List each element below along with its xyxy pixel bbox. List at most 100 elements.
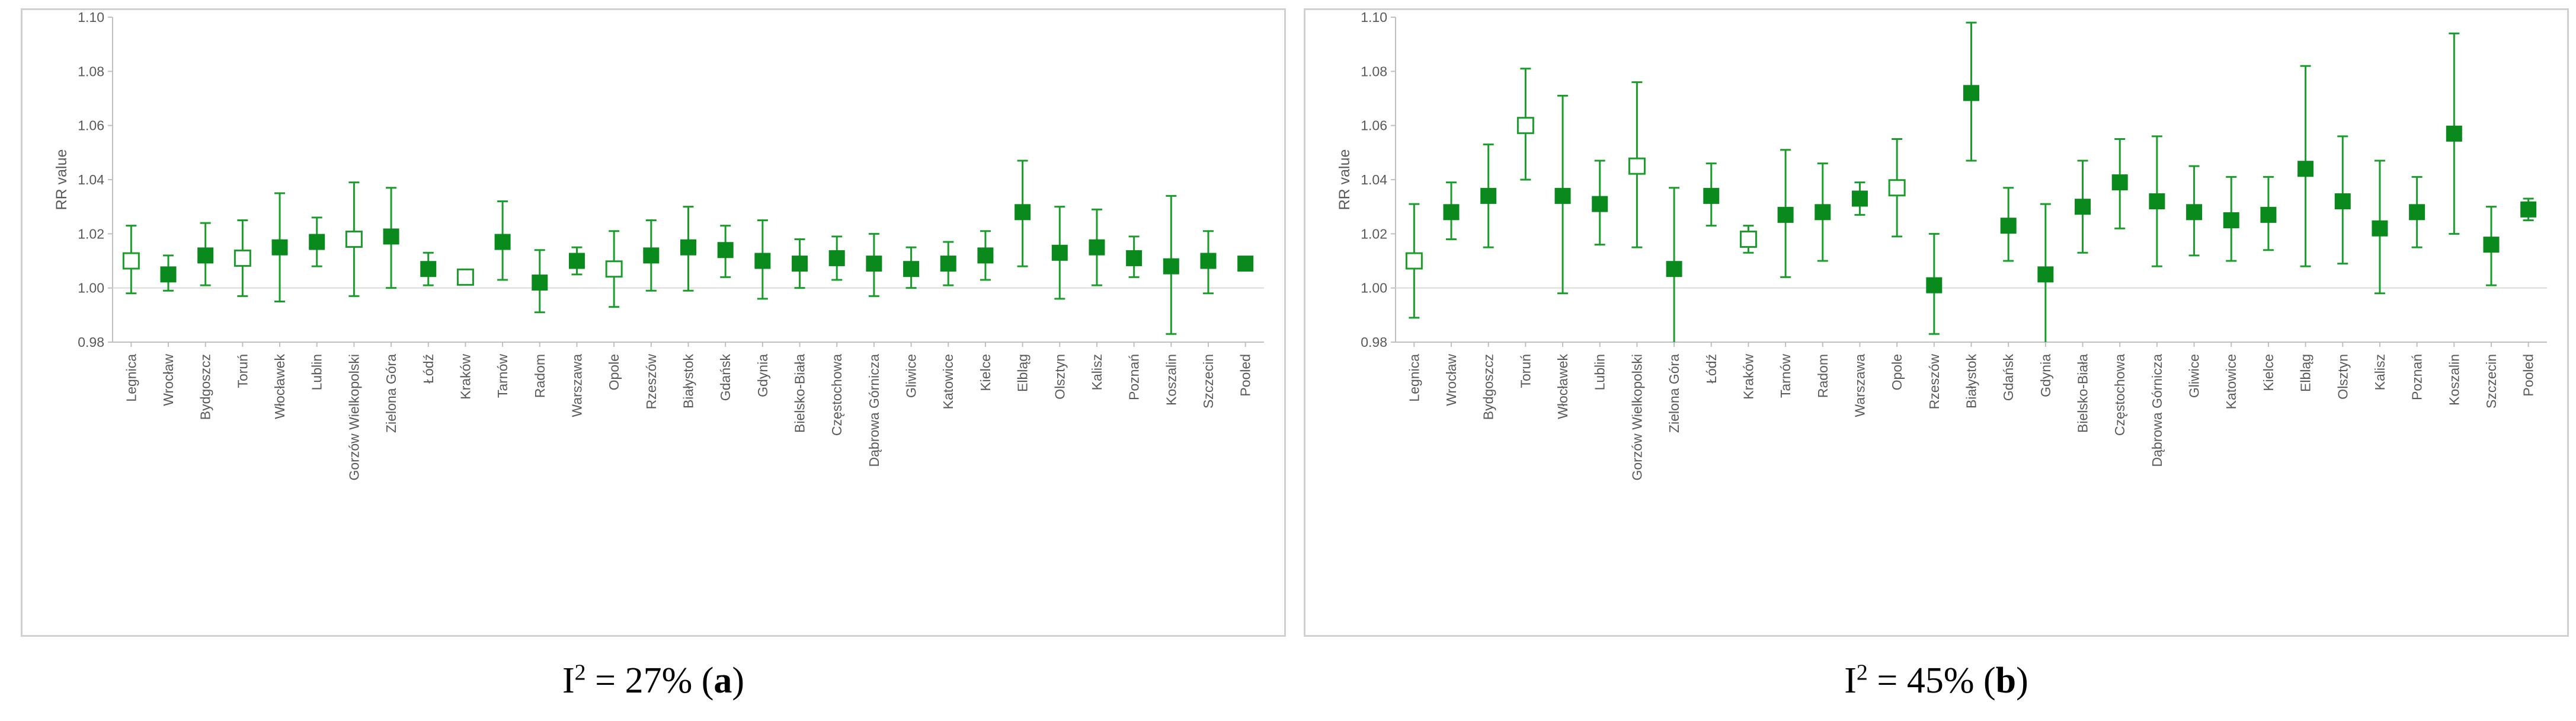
chart-b-x-tick-label: Koszalin	[2446, 354, 2462, 406]
chart-b-x-tick-label: Kielce	[2261, 354, 2276, 391]
chart-a-point-6	[309, 234, 325, 250]
chart-b-point-16	[1963, 85, 1979, 101]
chart-a-point-15	[643, 247, 660, 264]
chart-b-point-21	[2149, 193, 2165, 210]
chart-a-point-22	[903, 261, 920, 277]
chart-a-point-19	[792, 256, 808, 272]
chart-b-point-7	[1628, 157, 1646, 175]
chart-a-x-tick-label: Toruń	[235, 354, 250, 388]
chart-b-x-tick-label: Kraków	[1740, 354, 1756, 400]
chart-b-x-tick-label: Elbląg	[2298, 354, 2313, 392]
chart-b-x-tick-label: Kalisz	[2372, 354, 2388, 390]
chart-a-point-1	[122, 252, 140, 270]
chart-b-point-26	[2334, 193, 2351, 210]
chart-a-x-tick-label: Gliwice	[904, 354, 919, 398]
chart-b-x-tick-label: Toruń	[1518, 354, 1533, 388]
chart-panel-b: 0.98 1.00 1.02 1.04 1.06 1.08 1.10 RR value Legn…	[1304, 8, 2569, 637]
chart-b-point-5	[1554, 187, 1571, 204]
chart-a-point-27	[1089, 239, 1105, 256]
chart-b-point-14	[1888, 179, 1906, 197]
chart-a-point-2	[160, 266, 177, 283]
chart-b-x-tick-label: Dąbrowa Górnicza	[2149, 354, 2165, 467]
chart-a-point-20	[828, 250, 845, 266]
caption-a: I2 = 27% (a)	[21, 657, 1286, 704]
chart-a-x-tick-label: Warszawa	[569, 354, 584, 417]
chart-b-x-tick-label: Rzeszów	[1927, 354, 1942, 410]
chart-b-point-4	[1516, 117, 1534, 135]
chart-b-x-tick-label: Częstochowa	[2112, 354, 2127, 436]
chart-a-x-tick-label: Bydgoszcz	[198, 354, 213, 420]
forest-plot-a: 0.98 1.00 1.02 1.04 1.06 1.08 1.10 RR value Legn…	[53, 10, 1264, 480]
chart-a-point-4	[233, 249, 251, 267]
chart-b-x-tick-label: Katowice	[2223, 354, 2239, 409]
chart-b-point-2	[1443, 204, 1460, 221]
chart-b-x-tick-label: Opole	[1889, 354, 1905, 390]
chart-a-x-tick-label: Bielsko-Biała	[792, 354, 808, 433]
chart-panel-a: 0.98 1.00 1.02 1.04 1.06 1.08 1.10 RR value Legn…	[21, 8, 1286, 637]
chart-a-point-28	[1126, 250, 1143, 266]
chart-b-point-9	[1703, 187, 1720, 204]
chart-a-y-tick-label: 1.04	[78, 172, 104, 187]
chart-a-x-tick-label: Poznań	[1127, 354, 1142, 400]
chart-b-y-tick-label: 1.08	[1361, 63, 1387, 79]
chart-a-point-26	[1051, 244, 1068, 261]
chart-b-x-tick-label: Tarnów	[1778, 354, 1793, 398]
chart-a-x-tick-label: Opole	[606, 354, 622, 390]
chart-a-point-14	[605, 260, 623, 278]
chart-a-point-21	[866, 256, 882, 272]
forest-plot-b: 0.98 1.00 1.02 1.04 1.06 1.08 1.10 RR value Legn…	[1336, 10, 2547, 480]
chart-a-y-tick-label: 1.02	[78, 226, 104, 241]
chart-a-x-tick-label: Kraków	[457, 354, 473, 400]
chart-a-point-9	[420, 261, 437, 277]
chart-a-x-tick-label: Tarnów	[495, 354, 510, 398]
chart-b-y-tick-label: 1.00	[1361, 280, 1387, 296]
chart-a-point-29	[1163, 258, 1179, 275]
chart-b-x-tick-label: Białystok	[1964, 354, 1979, 409]
chart-b-point-23	[2223, 212, 2239, 228]
chart-b-x-tick-label: Zielona Góra	[1666, 354, 1682, 433]
caption-b-suffix: )	[2016, 661, 2028, 701]
chart-b-point-10	[1739, 230, 1757, 248]
chart-b-x-tick-label: Legnica	[1406, 354, 1422, 402]
chart-a-y-tick-label: 1.08	[78, 63, 104, 79]
chart-a-point-17	[717, 242, 734, 259]
chart-a-x-tick-label: Koszalin	[1163, 354, 1179, 406]
caption-a-letter: a	[713, 661, 732, 701]
chart-a-point-23	[940, 256, 956, 272]
chart-a-x-tick-label: Zielona Góra	[383, 354, 399, 433]
chart-b-point-8	[1666, 261, 1682, 277]
chart-b-point-11	[1777, 206, 1794, 223]
chart-b-point-28	[2409, 204, 2425, 221]
chart-a-x-tick-label: Pooled	[1238, 354, 1253, 397]
caption-a-suffix: )	[732, 661, 745, 701]
chart-b-x-tick-label: Łódź	[1704, 354, 1719, 384]
chart-a-x-tick-label: Katowice	[940, 354, 956, 409]
caption-a-sup: 2	[574, 660, 586, 685]
chart-b-point-3	[1480, 187, 1497, 204]
caption-a-prefix: I	[562, 661, 575, 701]
chart-b-point-24	[2260, 206, 2277, 223]
chart-a-x-tick-label: Szczecin	[1201, 354, 1216, 409]
chart-b-x-tick-label: Poznań	[2409, 354, 2425, 400]
chart-b-y-tick-label: 1.04	[1361, 172, 1387, 187]
chart-a-x-tick-label: Włocławek	[272, 354, 287, 419]
chart-b-point-29	[2446, 125, 2462, 142]
chart-a-x-tick-label: Rzeszów	[644, 354, 659, 410]
chart-b-point-27	[2372, 220, 2388, 237]
chart-a-point-5	[271, 239, 288, 256]
chart-a-x-tick-label: Kielce	[978, 354, 993, 391]
chart-a-x-tick-label: Lublin	[309, 354, 325, 390]
chart-b-point-25	[2297, 161, 2314, 177]
chart-b-x-tick-label: Bydgoszcz	[1481, 354, 1496, 420]
chart-a-x-tick-label: Radom	[532, 354, 548, 398]
chart-b-y-tick-label: 1.02	[1361, 226, 1387, 241]
chart-b-y-tick-label: 1.10	[1361, 10, 1387, 25]
chart-b-point-13	[1851, 190, 1868, 207]
chart-a-x-tick-label: Kalisz	[1089, 354, 1105, 390]
chart-b-point-12	[1815, 204, 1831, 221]
chart-a-point-8	[383, 228, 399, 245]
chart-a-x-tick-label: Olsztyn	[1052, 354, 1067, 400]
chart-a-x-tick-label: Białystok	[681, 354, 696, 409]
chart-b-x-tick-label: Gliwice	[2187, 354, 2202, 398]
chart-a-point-30	[1200, 253, 1217, 269]
